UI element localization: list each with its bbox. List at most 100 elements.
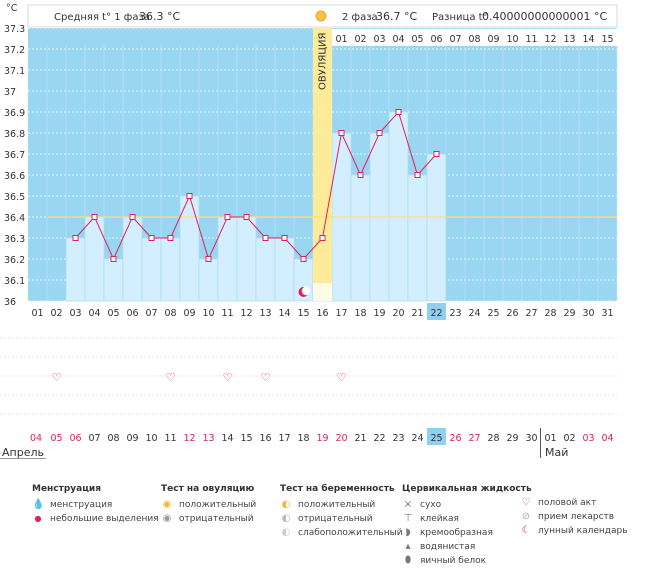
temperature-point xyxy=(262,235,269,241)
current-date-highlight xyxy=(427,428,446,445)
phase2-day-label: 03 xyxy=(373,34,385,45)
temperature-line xyxy=(75,111,437,261)
y-tick-label: 36.7 xyxy=(4,150,25,161)
y-tick-label: 37 xyxy=(4,87,16,98)
y-tick-label: 36.2 xyxy=(4,255,25,266)
calendar-date-label: 30 xyxy=(525,433,537,444)
temperature-point xyxy=(376,130,383,136)
legend-item: ◉ отрицательный xyxy=(161,512,256,526)
cycle-day-label: 12 xyxy=(240,308,252,319)
y-tick-label: 36.5 xyxy=(4,192,25,203)
cycle-day-label: 01 xyxy=(31,308,43,319)
temperature-point xyxy=(224,214,231,220)
calendar-date-label: 03 xyxy=(582,433,594,444)
phase2-day-label: 06 xyxy=(430,34,442,45)
phase2-strip xyxy=(332,29,617,46)
phase2-day-label: 13 xyxy=(563,34,575,45)
y-tick-label: 36.8 xyxy=(4,129,25,140)
cycle-day-label: 30 xyxy=(582,308,594,319)
egg-white-icon: ⬮ xyxy=(404,555,412,566)
temperature-bar xyxy=(407,174,428,302)
calendar-date-label: 15 xyxy=(240,433,252,444)
cycle-day-label: 11 xyxy=(221,308,233,319)
calendar-date-label: 10 xyxy=(145,433,157,444)
cycle-day-label: 13 xyxy=(259,308,271,319)
cycle-day-label: 21 xyxy=(411,308,423,319)
phase2-label: 2 фаза xyxy=(342,12,378,23)
weak-pregnancy-icon: ◐ xyxy=(281,527,291,538)
y-tick-label: 36.6 xyxy=(4,171,25,182)
calendar-date-label: 14 xyxy=(221,433,233,444)
temperature-point xyxy=(205,256,212,262)
temperature-point xyxy=(186,193,193,199)
legend-item: ◗ кремообразная xyxy=(402,526,532,540)
phase2-day-label: 02 xyxy=(354,34,366,45)
temperature-point xyxy=(110,256,117,262)
temperature-point xyxy=(357,172,364,178)
moon-icon-mask xyxy=(301,286,311,296)
calendar-date-label: 08 xyxy=(107,433,119,444)
calendar-date-label: 05 xyxy=(50,433,62,444)
y-tick-label: 37.2 xyxy=(4,45,25,56)
month-april: Апрель xyxy=(2,446,44,459)
legend-item: ⬮ яичный белок xyxy=(402,554,532,568)
small-drop-icon: ● xyxy=(34,514,42,523)
cycle-day-label: 14 xyxy=(278,308,290,319)
calendar-date-label: 06 xyxy=(69,433,81,444)
legend-item: ⊘ прием лекарств xyxy=(520,510,628,524)
phase2-day-label: 10 xyxy=(506,34,518,45)
calendar-date-label: 13 xyxy=(202,433,214,444)
calendar-date-label: 09 xyxy=(126,433,138,444)
legend-item: ● небольшие выделения xyxy=(32,512,159,526)
phase1-label: Средняя t° 1 фаза xyxy=(54,12,150,23)
legend-item: ☾ лунный календарь xyxy=(520,524,628,538)
cycle-day-label: 06 xyxy=(126,308,138,319)
legend-pregnancy-test: Тест на беременность ◐ положительный ◐ отр… xyxy=(280,482,403,540)
watery-icon: ▴ xyxy=(405,541,411,552)
temperature-bar xyxy=(255,237,276,302)
temperature-bar xyxy=(198,258,219,302)
current-day-highlight xyxy=(427,303,446,320)
temperature-bar xyxy=(350,174,371,302)
april-line xyxy=(0,458,46,459)
calendar-date-label: 16 xyxy=(259,433,271,444)
negative-test-icon: ◉ xyxy=(162,513,172,524)
phase2-day-label: 07 xyxy=(449,34,461,45)
temperature-point xyxy=(129,214,136,220)
temperature-bar xyxy=(388,111,409,302)
dry-icon: × xyxy=(403,499,413,510)
legend-item-label: прием лекарств xyxy=(538,512,615,522)
calendar-date-label: 21 xyxy=(354,433,366,444)
calendar-date-label: 28 xyxy=(487,433,499,444)
temperature-point xyxy=(433,151,440,157)
cycle-day-label: 08 xyxy=(164,308,176,319)
month-divider xyxy=(540,428,541,458)
legend-item-label: небольшие выделения xyxy=(50,514,159,524)
y-tick-label: 37.1 xyxy=(4,66,25,77)
cycle-day-label: 09 xyxy=(183,308,195,319)
calendar-date-label: 22 xyxy=(373,433,385,444)
cycle-day-label: 24 xyxy=(468,308,480,319)
phase2-day-label: 12 xyxy=(544,34,556,45)
temperature-point xyxy=(414,172,421,178)
pill-icon: ⊘ xyxy=(521,511,531,522)
negative-pregnancy-icon: ◐ xyxy=(281,513,291,524)
calendar-date-label: 01 xyxy=(544,433,556,444)
legend-item-label: яичный белок xyxy=(420,556,487,566)
calendar-date-label: 17 xyxy=(278,433,290,444)
moon-icon: ☾ xyxy=(521,525,531,536)
legend-item-label: отрицательный xyxy=(179,514,254,524)
phase2-day-label: 14 xyxy=(582,34,594,45)
legend-title: Менструация xyxy=(32,484,101,494)
calendar-date-label: 23 xyxy=(392,433,404,444)
cycle-day-label: 16 xyxy=(316,308,328,319)
temperature-point xyxy=(91,214,98,220)
cycle-day-label: 18 xyxy=(354,308,366,319)
cycle-day-label: 19 xyxy=(373,308,385,319)
calendar-date-label: 04 xyxy=(601,433,613,444)
calendar-date-label: 29 xyxy=(506,433,518,444)
cycle-day-label: 10 xyxy=(202,308,214,319)
y-tick-label: 36 xyxy=(4,297,16,308)
legend-menstruation: Менструация 💧 менструация ● небольшие выде… xyxy=(32,482,159,526)
ovulation-label: ОВУЛЯЦИЯ xyxy=(318,33,329,91)
